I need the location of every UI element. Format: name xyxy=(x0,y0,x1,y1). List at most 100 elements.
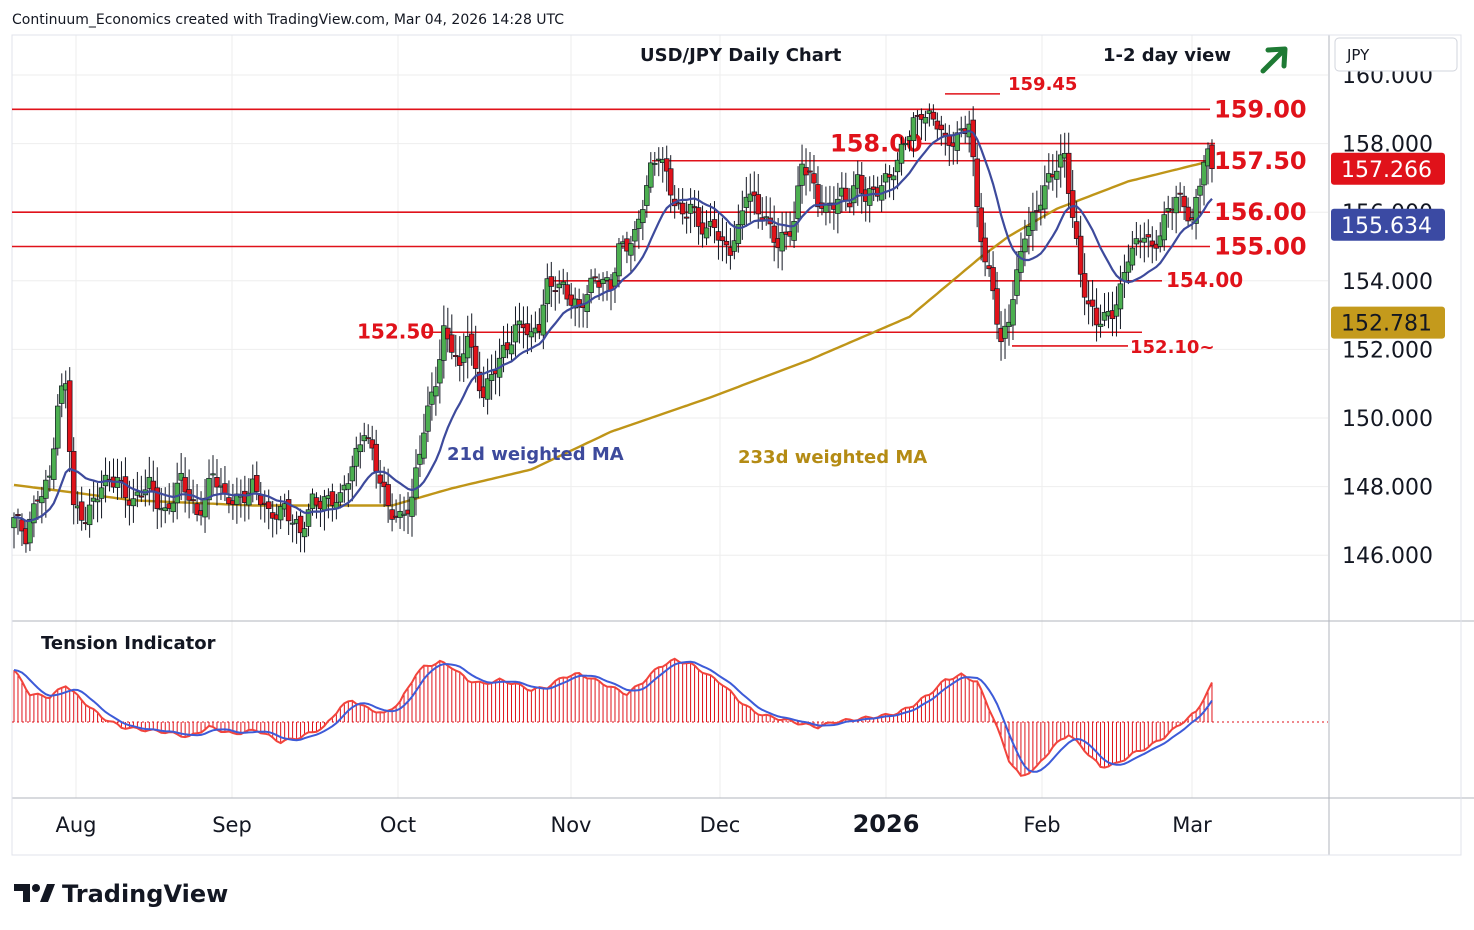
candle xyxy=(866,176,873,223)
currency-button[interactable]: JPY xyxy=(1334,37,1458,72)
candle xyxy=(1097,304,1104,338)
candle xyxy=(429,372,435,421)
y-tick-label: 150.000 xyxy=(1342,407,1433,432)
candle xyxy=(910,112,917,158)
candle xyxy=(1209,139,1215,183)
candle xyxy=(425,386,431,443)
candle xyxy=(703,210,710,246)
candle xyxy=(1054,150,1060,198)
candle xyxy=(43,469,49,518)
candle xyxy=(823,186,829,226)
candle xyxy=(747,173,754,222)
candle xyxy=(1157,222,1163,253)
candle xyxy=(138,475,145,503)
candle xyxy=(930,104,937,126)
candle xyxy=(524,306,531,355)
candle xyxy=(1077,215,1084,288)
ma233-label: 233d weighted MA xyxy=(738,447,927,468)
candle xyxy=(182,457,188,513)
credit-text: Continuum_Economics created with Trading… xyxy=(12,12,564,28)
candle xyxy=(1002,308,1008,359)
candle xyxy=(1145,219,1152,258)
candle xyxy=(31,495,37,538)
level-15945-label: 159.45 xyxy=(1008,74,1077,95)
candle xyxy=(894,152,901,190)
candle xyxy=(51,437,57,490)
view-label: 1-2 day view xyxy=(1103,45,1231,66)
candle xyxy=(297,508,304,553)
candle xyxy=(453,334,459,367)
candle xyxy=(938,115,945,146)
candle xyxy=(1113,286,1120,337)
candle xyxy=(922,110,929,142)
candle xyxy=(1125,244,1132,285)
candle xyxy=(811,154,817,200)
candle xyxy=(39,486,45,524)
candle xyxy=(1010,281,1016,341)
candle xyxy=(59,373,65,418)
candle xyxy=(576,288,582,328)
candle xyxy=(556,270,563,304)
candlestick-series xyxy=(11,103,1215,553)
candle xyxy=(628,235,634,273)
candle xyxy=(548,261,555,307)
candle xyxy=(1149,226,1156,264)
candle xyxy=(337,483,344,509)
candle xyxy=(1173,185,1179,234)
candle xyxy=(528,314,535,353)
level-15800-label: 158.00 xyxy=(830,130,923,158)
candle xyxy=(679,188,686,225)
candle xyxy=(413,449,419,516)
candle xyxy=(114,458,121,500)
candle xyxy=(353,436,360,487)
level-15210-label: 152.10~ xyxy=(1130,337,1215,358)
x-tick-label: 2026 xyxy=(853,810,920,838)
chart-title: USD/JPY Daily Chart xyxy=(640,45,842,66)
candle xyxy=(1073,201,1080,246)
candle xyxy=(667,155,674,213)
candle xyxy=(552,276,559,311)
candle xyxy=(636,210,642,249)
candle xyxy=(1181,185,1187,220)
candle xyxy=(445,307,451,353)
candle xyxy=(1201,155,1207,206)
candle xyxy=(978,192,984,261)
candle xyxy=(616,237,622,288)
candle xyxy=(433,366,439,416)
x-tick-label: Mar xyxy=(1172,813,1212,837)
candle xyxy=(27,511,33,552)
candle xyxy=(644,175,650,218)
candle xyxy=(982,222,988,277)
candle xyxy=(389,493,395,532)
candle xyxy=(55,394,61,456)
y-tick-label: 148.000 xyxy=(1342,476,1433,501)
ma-21-line xyxy=(13,129,1213,522)
candle xyxy=(222,466,228,502)
candle xyxy=(890,167,897,201)
candle xyxy=(683,201,690,234)
level-15900-label: 159.00 xyxy=(1214,95,1307,123)
233d-ma-badge-label: 152.781 xyxy=(1341,312,1432,337)
candle xyxy=(652,151,658,176)
candle xyxy=(1093,288,1100,342)
candle xyxy=(214,459,220,506)
last-price-badge-label: 157.266 xyxy=(1341,158,1432,183)
up-arrow-icon xyxy=(1260,46,1288,74)
candle xyxy=(417,435,423,478)
candle xyxy=(640,199,646,241)
candle xyxy=(70,437,77,525)
candle xyxy=(66,367,73,473)
candle xyxy=(246,478,252,520)
candle xyxy=(98,470,105,519)
y-tick-label: 146.000 xyxy=(1342,544,1433,569)
time-axis: Aug Sep Oct Nov Dec 2026 Feb Mar xyxy=(55,810,1212,838)
candle xyxy=(835,182,841,234)
candle xyxy=(285,490,292,536)
candle xyxy=(715,212,722,260)
candle xyxy=(484,358,491,415)
233d-ma-badge: 152.781 xyxy=(1331,306,1445,339)
candle xyxy=(815,166,821,217)
candle xyxy=(1065,132,1072,210)
candle xyxy=(369,425,375,461)
level-15500-label: 155.00 xyxy=(1214,233,1307,261)
